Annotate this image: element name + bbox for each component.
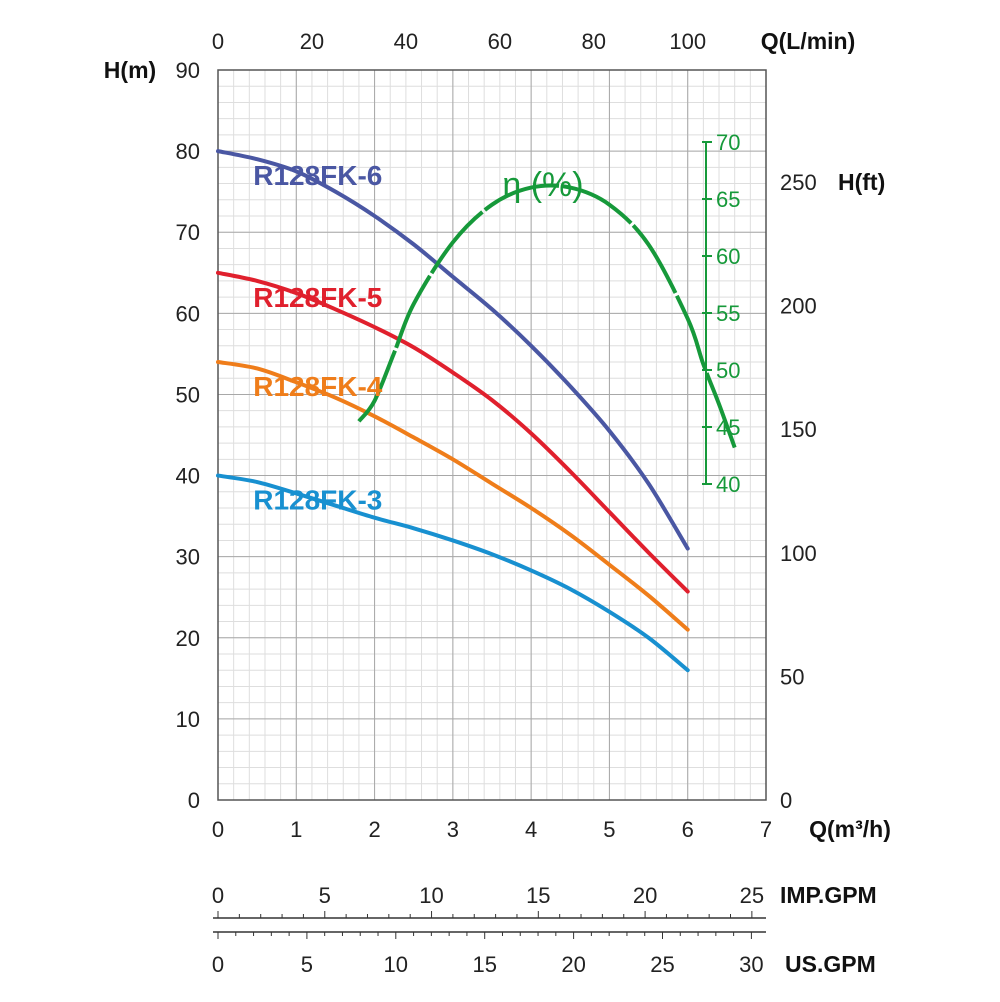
us-gpm-tick-label: 20: [561, 952, 585, 977]
efficiency-tick-label: 50: [716, 358, 740, 383]
y-tick-label: 0: [188, 788, 200, 813]
us-gpm-axis-title: US.GPM: [785, 951, 876, 977]
efficiency-tick-label: 60: [716, 244, 740, 269]
y-tick-label: 30: [176, 545, 200, 570]
top-tick-label: 20: [300, 29, 324, 54]
us-gpm-tick-label: 30: [739, 952, 763, 977]
series-line-r128fk-5: [216, 270, 690, 594]
curves: [216, 149, 737, 673]
efficiency-tick-label: 55: [716, 301, 740, 326]
imp-gpm-tick-label: 25: [740, 883, 764, 908]
x-tick-label: 6: [682, 817, 694, 842]
top-tick-label: 40: [394, 29, 418, 54]
us-gpm-tick-label: 0: [212, 952, 224, 977]
us-gpm-tick-label: 5: [301, 952, 313, 977]
series-line-r128fk-6: [216, 149, 690, 551]
series-label-r128fk-5: R128FK-5: [253, 282, 382, 313]
y-axis-title: H(m): [104, 57, 156, 83]
x-tick-label: 3: [447, 817, 459, 842]
y-tick-label: 40: [176, 464, 200, 489]
x-axis-title: Q(m³/h): [809, 816, 891, 842]
plot-frame: [217, 69, 767, 801]
y-tick-label: 20: [176, 626, 200, 651]
series-line-r128fk-4: [216, 360, 690, 632]
imp-gpm-tick-label: 0: [212, 883, 224, 908]
y-tick-label: 50: [176, 382, 200, 407]
series-line-r128fk-3: [216, 473, 690, 673]
x-tick-label: 1: [290, 817, 302, 842]
efficiency-line: [357, 183, 737, 449]
top-axis-title: Q(L/min): [761, 28, 856, 54]
imp-gpm-tick-label: 20: [633, 883, 657, 908]
x-tick-label: 0: [212, 817, 224, 842]
y-tick-label: 80: [176, 139, 200, 164]
right-tick-label: 250: [780, 170, 817, 195]
y-tick-label: 60: [176, 301, 200, 326]
right-tick-label: 100: [780, 541, 817, 566]
us-gpm-tick-label: 15: [472, 952, 496, 977]
y-tick-label: 10: [176, 707, 200, 732]
right-tick-label: 50: [780, 664, 804, 689]
us-gpm-tick-label: 10: [384, 952, 408, 977]
efficiency-tick-label: 40: [716, 472, 740, 497]
right-tick-label: 0: [780, 788, 792, 813]
top-tick-label: 0: [212, 29, 224, 54]
efficiency-tick-label: 65: [716, 187, 740, 212]
right-axis-title: H(ft): [838, 169, 885, 195]
series-label-r128fk-4: R128FK-4: [253, 371, 383, 402]
x-tick-label: 2: [368, 817, 380, 842]
us-gpm-tick-label: 25: [650, 952, 674, 977]
x-tick-label: 7: [760, 817, 772, 842]
series-label-r128fk-3: R128FK-3: [253, 485, 382, 516]
top-tick-label: 60: [488, 29, 512, 54]
series-label-r128fk-6: R128FK-6: [253, 160, 382, 191]
imp-gpm-tick-label: 5: [319, 883, 331, 908]
imp-gpm-tick-label: 10: [419, 883, 443, 908]
efficiency-label: η (%): [502, 166, 583, 204]
x-tick-label: 4: [525, 817, 537, 842]
right-tick-label: 200: [780, 294, 817, 319]
efficiency-tick-label: 70: [716, 130, 740, 155]
grid-major: [217, 69, 767, 801]
x-tick-label: 5: [603, 817, 615, 842]
labels: R128FK-6 R128FK-5 R128FK-4 R128FK-3 η (%): [253, 160, 583, 515]
right-tick-label: 150: [780, 417, 817, 442]
top-tick-label: 80: [582, 29, 606, 54]
y-tick-label: 90: [176, 58, 200, 83]
imp-gpm-tick-label: 15: [526, 883, 550, 908]
y-tick-label: 70: [176, 220, 200, 245]
top-tick-label: 100: [669, 29, 706, 54]
imp-gpm-axis-title: IMP.GPM: [780, 882, 877, 908]
